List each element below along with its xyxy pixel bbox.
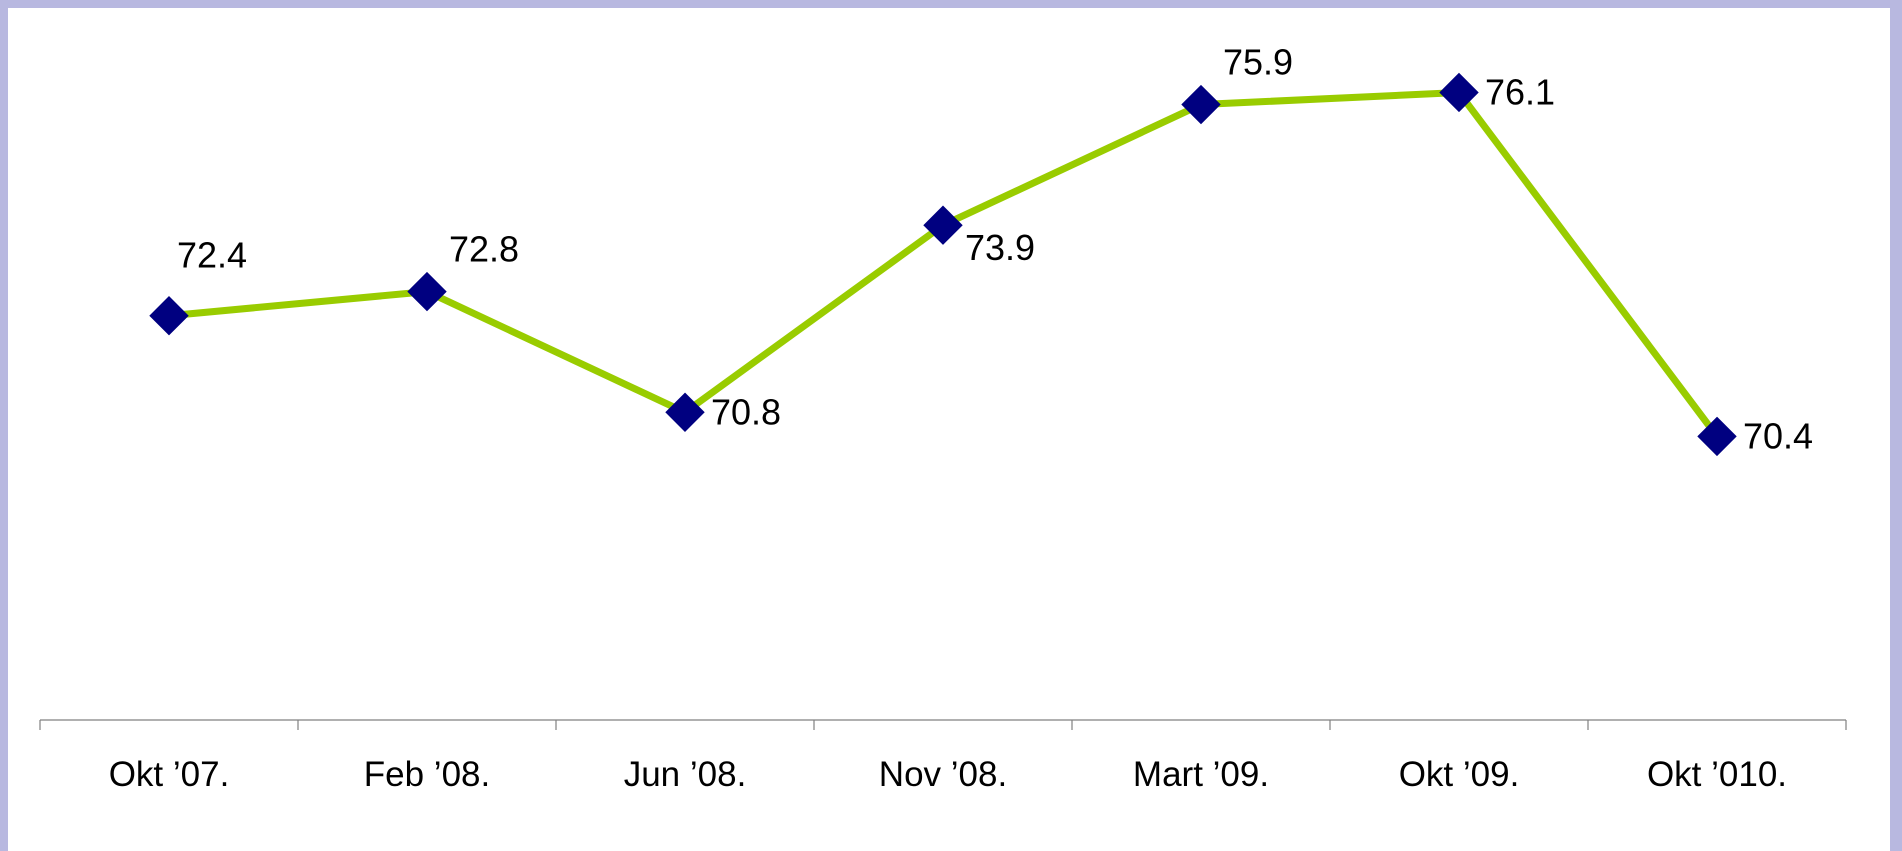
- data-point-marker: [665, 392, 705, 432]
- data-point-marker: [923, 205, 963, 245]
- x-tick-label: Feb ’08.: [364, 755, 490, 794]
- x-tick-label: Jun ’08.: [624, 755, 747, 794]
- data-point-marker: [1439, 72, 1479, 113]
- x-tick-label: Okt ’010.: [1647, 755, 1787, 794]
- x-tick-label: Okt ’09.: [1399, 755, 1520, 794]
- chart-area: 72.4 72.8 70.8 73.9 75.9 76.1 70.4 Okt ’07. Feb…: [8, 8, 1890, 851]
- x-tick-label: Okt ’07.: [109, 755, 230, 794]
- data-label: 70.8: [711, 391, 781, 432]
- x-tick-labels: Okt ’07. Feb ’08. Jun ’08. Nov ’08. Mart ’09…: [109, 755, 1787, 794]
- data-point-marker: [1697, 416, 1737, 457]
- data-label: 76.1: [1485, 71, 1555, 112]
- x-axis: [39, 719, 1847, 730]
- data-label: 73.9: [965, 227, 1035, 268]
- marker-layer: [149, 72, 1737, 457]
- data-label: 72.8: [449, 229, 519, 270]
- x-tick-label: Nov ’08.: [879, 755, 1007, 794]
- data-label: 70.4: [1743, 415, 1813, 456]
- x-tick-label: Mart ’09.: [1133, 755, 1269, 794]
- data-point-marker: [407, 271, 447, 312]
- data-label-layer: 72.4 72.8 70.8 73.9 75.9 76.1 70.4: [177, 42, 1813, 457]
- line-chart: 72.4 72.8 70.8 73.9 75.9 76.1 70.4 Okt ’07. Feb…: [39, 42, 1847, 794]
- data-label: 72.4: [177, 235, 247, 276]
- data-point-marker: [1181, 84, 1221, 125]
- data-point-marker: [149, 296, 189, 336]
- data-label: 75.9: [1223, 42, 1293, 83]
- series-line-layer: [165, 88, 1721, 440]
- series-line: [165, 88, 1721, 440]
